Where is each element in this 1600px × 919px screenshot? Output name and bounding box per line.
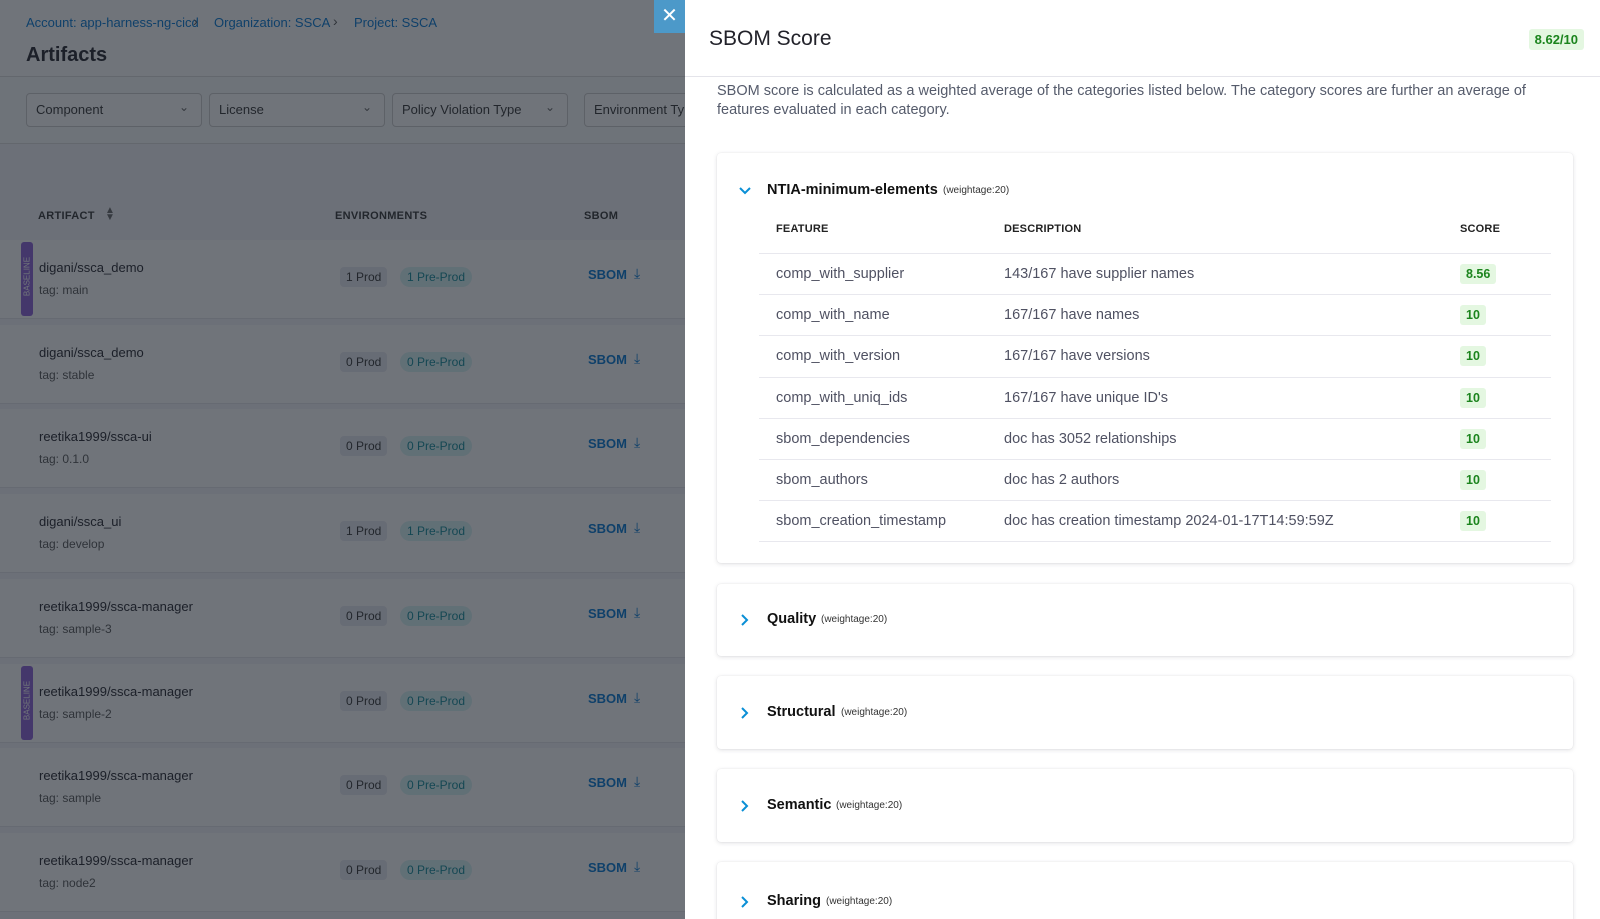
feature-description: 143/167 have supplier names bbox=[1004, 266, 1195, 282]
drawer-title: SBOM Score bbox=[709, 27, 832, 50]
category-name[interactable]: Quality bbox=[767, 611, 817, 627]
category-name[interactable]: Structural bbox=[767, 703, 836, 720]
category-weightage: (weightage:20) bbox=[841, 706, 908, 718]
feature-score: 10 bbox=[1460, 346, 1486, 367]
feature-description: 167/167 have names bbox=[1004, 307, 1140, 324]
chevron-right[interactable] bbox=[738, 613, 752, 627]
feature-score: 10 bbox=[1460, 305, 1486, 326]
category-name[interactable]: Sharing bbox=[767, 893, 821, 909]
feature-description: doc has creation timestamp 2024-01-17T14… bbox=[1004, 513, 1334, 530]
feature-score: 10 bbox=[1460, 470, 1486, 490]
feature-score: 8.56 bbox=[1460, 264, 1497, 284]
overlay bbox=[0, 0, 685, 919]
header-divider bbox=[685, 76, 1600, 77]
feature-column-header: DESCRIPTION bbox=[1004, 223, 1082, 235]
feature-description: doc has 3052 relationships bbox=[1004, 430, 1177, 447]
drawer-description: SBOM score is calculated as a weighted a… bbox=[717, 83, 1526, 118]
row-divider bbox=[759, 253, 1551, 254]
category-name[interactable]: Semantic bbox=[767, 796, 832, 813]
feature-name: comp_with_uniq_ids bbox=[776, 389, 908, 406]
chevron-right[interactable] bbox=[738, 895, 752, 909]
category-name[interactable]: NTIA-minimum-elements bbox=[767, 182, 938, 198]
row-divider bbox=[759, 417, 1551, 419]
feature-column-header: SCORE bbox=[1460, 223, 1501, 235]
drawer: SBOM Score 8.62/10 SBOM score is calculate… bbox=[685, 0, 1600, 919]
row-divider bbox=[759, 376, 1551, 378]
close-button[interactable]: ✕ bbox=[654, 0, 685, 33]
feature-score: 10 bbox=[1460, 428, 1486, 449]
row-divider bbox=[759, 459, 1551, 460]
feature-description: 167/167 have unique ID's bbox=[1004, 389, 1169, 406]
feature-name: sbom_authors bbox=[776, 472, 868, 488]
feature-description: 167/167 have versions bbox=[1004, 348, 1150, 365]
feature-score: 10 bbox=[1460, 387, 1486, 408]
chevron-down[interactable] bbox=[738, 184, 752, 198]
category-card: Semantic (weightage:20) bbox=[717, 769, 1573, 842]
feature-name: sbom_dependencies bbox=[776, 430, 910, 447]
feature-name: comp_with_version bbox=[776, 348, 901, 365]
chevron-right[interactable] bbox=[738, 799, 752, 813]
feature-description: doc has 2 authors bbox=[1004, 472, 1120, 488]
feature-name: comp_with_name bbox=[776, 307, 890, 324]
category-card: Quality (weightage:20) bbox=[717, 584, 1573, 656]
category-card: Structural (weightage:20) bbox=[717, 676, 1573, 749]
category-weightage: (weightage:20) bbox=[821, 614, 888, 625]
row-divider bbox=[759, 500, 1551, 502]
category-weightage: (weightage:20) bbox=[826, 896, 893, 907]
feature-score: 10 bbox=[1460, 511, 1486, 532]
row-divider bbox=[759, 541, 1551, 543]
row-divider bbox=[759, 294, 1551, 296]
category-weightage: (weightage:20) bbox=[836, 799, 903, 811]
feature-name: sbom_creation_timestamp bbox=[776, 513, 947, 530]
category-weightage: (weightage:20) bbox=[943, 185, 1010, 196]
category-card: NTIA-minimum-elements (weightage:20) FEATU… bbox=[717, 153, 1573, 563]
overall-score: 8.62/10 bbox=[1528, 29, 1584, 50]
feature-name: comp_with_supplier bbox=[776, 266, 905, 282]
category-card: Sharing (weightage:20) bbox=[717, 862, 1573, 919]
feature-column-header: FEATURE bbox=[776, 223, 829, 235]
row-divider bbox=[759, 335, 1551, 337]
chevron-right[interactable] bbox=[738, 706, 752, 720]
